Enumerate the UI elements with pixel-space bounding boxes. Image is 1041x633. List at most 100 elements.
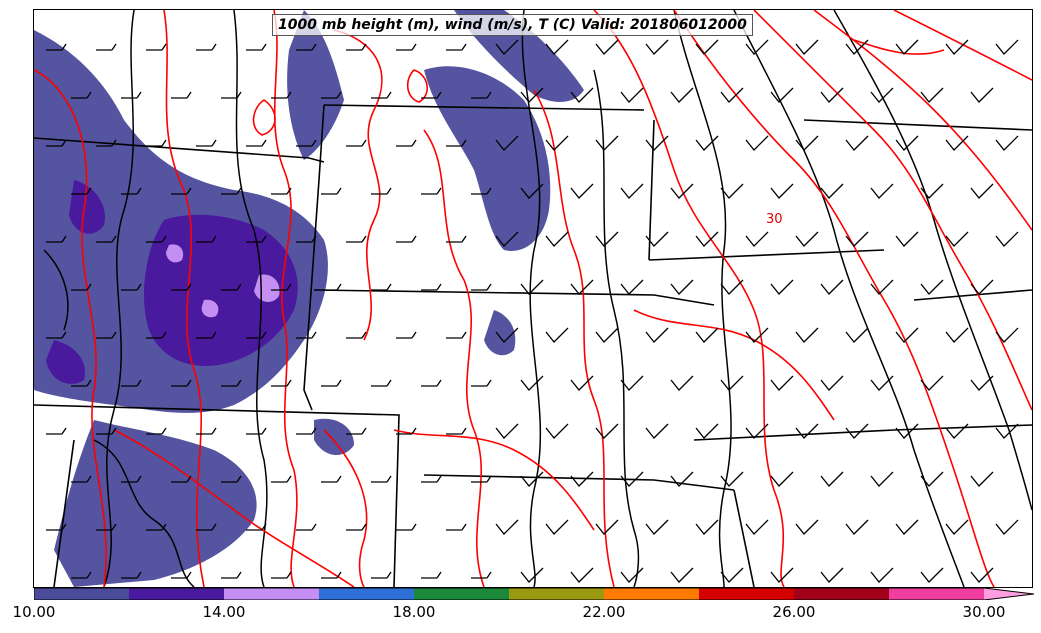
wind-barb — [146, 331, 167, 339]
wind-barb — [446, 235, 467, 243]
colorbar-segment — [319, 588, 415, 600]
wind-barb — [945, 39, 969, 55]
colorbar-tick-label: 30.00 — [962, 603, 1006, 621]
wind-barb — [396, 427, 417, 435]
colorbar-segment — [34, 588, 130, 600]
wind-barb — [945, 327, 969, 343]
wind-barb — [221, 571, 242, 579]
wind-barb — [520, 183, 544, 199]
wind-barb — [346, 523, 367, 531]
wind-barb — [670, 279, 694, 295]
wind-barb — [895, 135, 919, 151]
wind-barb — [296, 43, 317, 51]
wind-barb — [396, 331, 417, 339]
wind-barb — [920, 279, 944, 295]
wind-barb — [221, 91, 242, 99]
wind-barb — [46, 331, 67, 339]
wind-barb — [421, 571, 442, 579]
wind-barb — [520, 279, 544, 295]
wind-barb — [895, 519, 919, 535]
wind-barb — [321, 571, 342, 579]
wind-barb — [620, 471, 644, 487]
wind-barb — [645, 519, 669, 535]
wind-barb — [795, 327, 819, 343]
wind-barb — [146, 523, 167, 531]
wind-barb — [321, 283, 342, 291]
wind-barb — [46, 523, 67, 531]
wind-barb — [745, 423, 769, 439]
wind-barb — [870, 471, 894, 487]
wind-barb — [246, 139, 267, 147]
wind-barb — [670, 471, 694, 487]
wind-barb — [271, 91, 292, 99]
wind-barb — [545, 135, 569, 151]
map-panel[interactable]: 30 — [33, 9, 1033, 588]
wind-barb — [845, 231, 869, 247]
wind-barb — [46, 43, 67, 51]
wind-barb — [271, 475, 292, 483]
wind-barb — [346, 427, 367, 435]
wind-barb — [770, 87, 794, 103]
wind-barb — [396, 139, 417, 147]
temperature-contours — [34, 10, 1032, 587]
wind-barb — [795, 519, 819, 535]
wind-barb — [495, 327, 519, 343]
wind-barb — [71, 283, 92, 291]
wind-barb — [545, 327, 569, 343]
wind-barb — [570, 471, 594, 487]
wind-barb — [246, 43, 267, 51]
wind-barb — [196, 523, 217, 531]
wind-barb — [870, 567, 894, 583]
wind-barb — [745, 327, 769, 343]
wind-barb — [545, 519, 569, 535]
wind-barb — [346, 139, 367, 147]
wind-barb — [770, 375, 794, 391]
weather-map — [34, 10, 1032, 587]
colorbar-tick-label: 22.00 — [582, 603, 626, 621]
wind-barb — [920, 471, 944, 487]
wind-barb — [545, 39, 569, 55]
wind-barb — [995, 327, 1019, 343]
wind-barb — [146, 139, 167, 147]
wind-barb — [321, 379, 342, 387]
wind-barb — [620, 279, 644, 295]
wind-barb — [620, 567, 644, 583]
wind-barb — [421, 283, 442, 291]
wind-barb — [945, 423, 969, 439]
wind-barb — [945, 231, 969, 247]
wind-barb — [71, 571, 92, 579]
wind-barb — [196, 235, 217, 243]
wind-barb — [995, 519, 1019, 535]
wind-barb — [96, 43, 117, 51]
wind-barb — [96, 331, 117, 339]
height-contours — [43, 10, 1032, 587]
wind-barb — [46, 427, 67, 435]
wind-barb — [96, 139, 117, 147]
wind-barb — [645, 231, 669, 247]
wind-barb — [695, 231, 719, 247]
wind-barb — [595, 423, 619, 439]
wind-barb — [720, 279, 744, 295]
wind-barb — [595, 39, 619, 55]
wind-barb — [845, 423, 869, 439]
wind-barb — [745, 39, 769, 55]
wind-barb — [770, 567, 794, 583]
wind-barb — [196, 139, 217, 147]
wind-barb — [845, 135, 869, 151]
wind-barb — [221, 283, 242, 291]
colorbar-extend-arrow — [984, 588, 1034, 600]
wind-barbs — [46, 39, 1019, 583]
wind-barb — [695, 519, 719, 535]
wind-barb — [920, 183, 944, 199]
wind-barb — [421, 475, 442, 483]
wind-barb — [121, 571, 142, 579]
colorbar-segment — [699, 588, 795, 600]
wind-barb — [920, 87, 944, 103]
wind-barb — [570, 279, 594, 295]
colorbar-segment — [889, 588, 985, 600]
wind-barb — [920, 567, 944, 583]
wind-barb — [296, 331, 317, 339]
wind-barb — [970, 87, 994, 103]
wind-barb — [595, 135, 619, 151]
wind-barb — [71, 91, 92, 99]
